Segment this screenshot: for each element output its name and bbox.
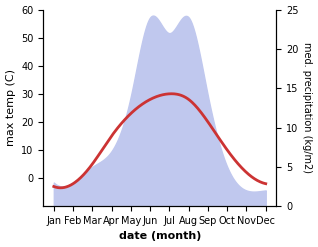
Y-axis label: max temp (C): max temp (C): [5, 69, 16, 146]
Y-axis label: med. precipitation (kg/m2): med. precipitation (kg/m2): [302, 42, 313, 173]
X-axis label: date (month): date (month): [119, 231, 201, 242]
